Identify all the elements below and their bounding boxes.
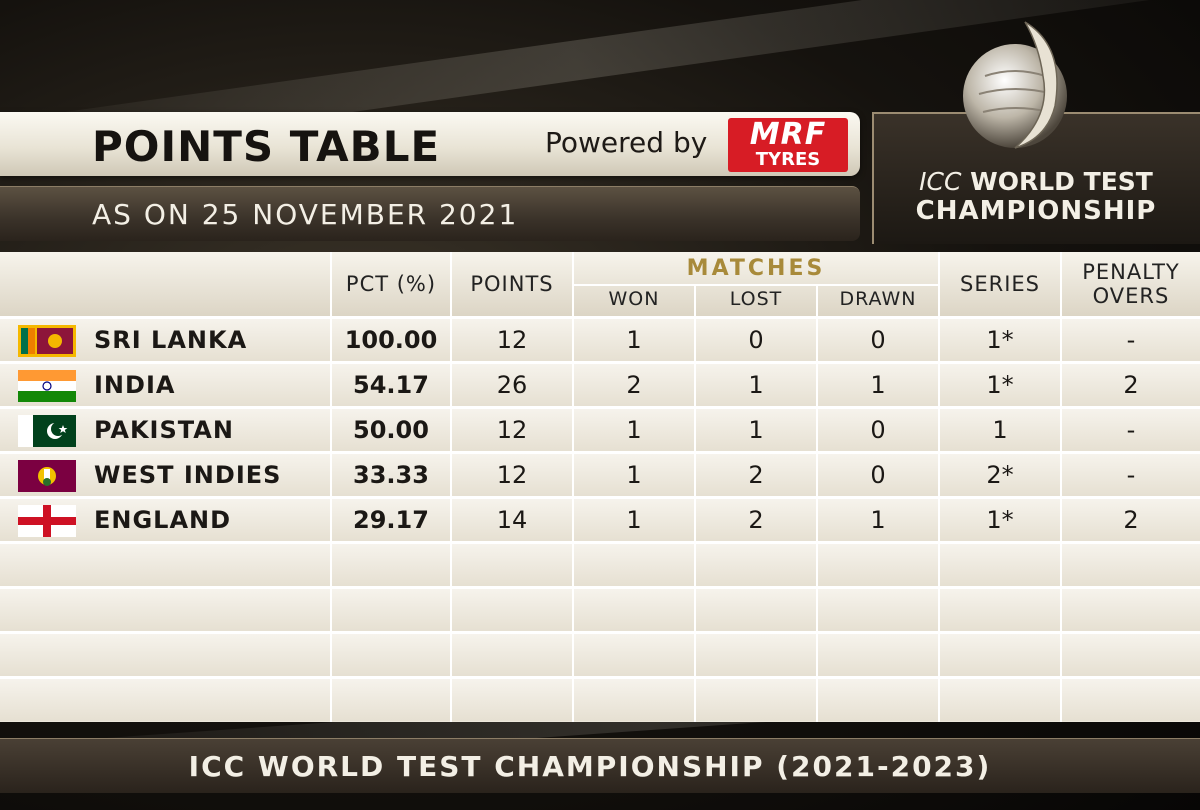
won-value: 2 — [626, 371, 642, 399]
table-row: PAKISTAN 50.00 12 1 1 0 1 - — [0, 406, 1200, 451]
mrf-tyres-logo: MRF TYRES — [728, 118, 848, 172]
table-row: ENGLAND 29.17 14 1 2 1 1* 2 — [0, 496, 1200, 541]
column-divider — [450, 252, 452, 722]
pct-value: 33.33 — [353, 461, 429, 489]
column-divider — [1060, 252, 1062, 722]
table-header: PCT (%) POINTS MATCHES WON LOST DRAWN SE… — [0, 252, 1200, 316]
drawn-value: 0 — [870, 326, 886, 354]
india-flag-icon — [18, 370, 76, 402]
west-indies-flag-icon — [18, 460, 76, 492]
team-name: SRI LANKA — [94, 326, 248, 354]
penalty-value: 2 — [1123, 506, 1139, 534]
header-series: SERIES — [960, 272, 1040, 296]
header-points: POINTS — [470, 272, 554, 296]
header-penalty-line1: PENALTY — [1082, 260, 1180, 284]
table-row: INDIA 54.17 26 2 1 1 1* 2 — [0, 361, 1200, 406]
logo-world-test: WORLD TEST — [970, 167, 1153, 196]
series-value: 1* — [986, 506, 1014, 534]
matches-divider — [574, 284, 938, 286]
header-penalty-line2: OVERS — [1092, 284, 1170, 308]
series-value: 1* — [986, 326, 1014, 354]
wtc-ball-logo-icon — [963, 21, 1067, 149]
pct-value: 54.17 — [353, 371, 429, 399]
drawn-value: 1 — [870, 506, 886, 534]
logo-championship: CHAMPIONSHIP — [915, 196, 1157, 226]
lost-value: 1 — [748, 416, 764, 444]
sri-lanka-flag-icon — [18, 325, 76, 357]
team-name: PAKISTAN — [94, 416, 234, 444]
drawn-value: 0 — [870, 416, 886, 444]
won-value: 1 — [626, 416, 642, 444]
points-value: 12 — [496, 416, 528, 444]
england-flag-icon — [18, 505, 76, 537]
wtc-logo-text: ICC WORLD TEST CHAMPIONSHIP — [872, 167, 1200, 227]
points-value: 12 — [496, 461, 528, 489]
pct-value: 50.00 — [353, 416, 429, 444]
header-won: WON — [608, 288, 660, 310]
won-value: 1 — [626, 506, 642, 534]
sponsor-logo-top: MRF — [749, 117, 827, 152]
team-name: ENGLAND — [94, 506, 232, 534]
empty-table-row — [0, 631, 1200, 676]
series-value: 1* — [986, 371, 1014, 399]
column-divider — [572, 252, 574, 722]
won-value: 1 — [626, 326, 642, 354]
lost-value: 0 — [748, 326, 764, 354]
series-value: 1 — [992, 416, 1008, 444]
penalty-value: - — [1126, 326, 1136, 354]
header-matches: MATCHES — [686, 256, 826, 281]
date-bar: AS ON 25 NOVEMBER 2021 — [0, 186, 860, 241]
empty-table-row — [0, 541, 1200, 586]
pct-value: 29.17 — [353, 506, 429, 534]
drawn-value: 0 — [870, 461, 886, 489]
points-value: 12 — [496, 326, 528, 354]
series-value: 2* — [986, 461, 1014, 489]
penalty-value: 2 — [1123, 371, 1139, 399]
lost-value: 1 — [748, 371, 764, 399]
empty-table-row — [0, 676, 1200, 721]
sponsor-logo-bottom: TYRES — [755, 149, 821, 170]
points-value: 26 — [496, 371, 528, 399]
header-drawn: DRAWN — [839, 288, 917, 310]
lost-value: 2 — [748, 506, 764, 534]
penalty-value: - — [1126, 416, 1136, 444]
header-lost: LOST — [729, 288, 783, 310]
points-table: PCT (%) POINTS MATCHES WON LOST DRAWN SE… — [0, 252, 1200, 722]
footer-title: ICC WORLD TEST CHAMPIONSHIP (2021-2023) — [188, 750, 992, 783]
header-pct: PCT (%) — [345, 272, 437, 296]
header-penalty-overs: PENALTY OVERS — [1062, 260, 1200, 308]
team-name: WEST INDIES — [94, 461, 282, 489]
powered-by-label: Powered by — [545, 126, 708, 159]
column-divider — [938, 252, 940, 722]
column-divider — [694, 284, 696, 722]
pct-value: 100.00 — [344, 326, 438, 354]
penalty-value: - — [1126, 461, 1136, 489]
column-divider — [816, 284, 818, 722]
footer-bar: ICC WORLD TEST CHAMPIONSHIP (2021-2023) — [0, 738, 1200, 793]
title-bar: POINTS TABLE Powered by MRF TYRES — [0, 112, 860, 176]
table-row: WEST INDIES 33.33 12 1 2 0 2* - — [0, 451, 1200, 496]
column-divider — [330, 252, 332, 722]
page-title: POINTS TABLE — [92, 122, 441, 171]
lost-value: 2 — [748, 461, 764, 489]
logo-icc: ICC — [919, 167, 962, 196]
table-row: SRI LANKA 100.00 12 1 0 0 1* - — [0, 316, 1200, 361]
drawn-value: 1 — [870, 371, 886, 399]
as-on-date: AS ON 25 NOVEMBER 2021 — [92, 198, 519, 231]
won-value: 1 — [626, 461, 642, 489]
team-name: INDIA — [94, 371, 176, 399]
empty-table-row — [0, 586, 1200, 631]
points-value: 14 — [496, 506, 528, 534]
pakistan-flag-icon — [18, 415, 76, 447]
